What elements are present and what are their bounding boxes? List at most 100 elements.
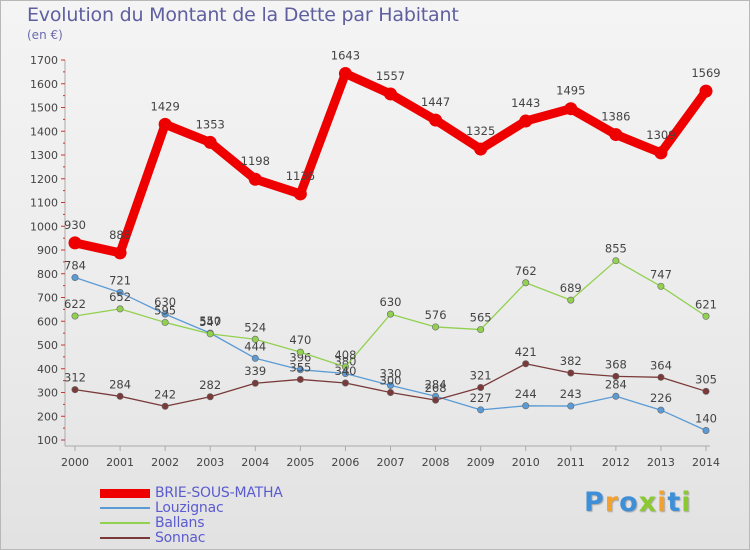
data-label-brie-sous-matha: 888 <box>109 228 131 242</box>
y-tick-label: 100 <box>37 434 58 447</box>
data-label-sonnac: 355 <box>289 360 311 374</box>
data-point-sonnac <box>702 387 710 395</box>
data-point-brie-sous-matha <box>293 187 307 201</box>
data-point-sonnac <box>657 373 665 381</box>
data-label-sonnac: 382 <box>560 354 582 368</box>
data-point-brie-sous-matha <box>564 102 578 116</box>
x-tick-label: 2008 <box>422 456 450 469</box>
data-point-brie-sous-matha <box>474 142 488 156</box>
legend-item-brie-sous-matha: BRIE-SOUS-MATHA <box>100 485 360 501</box>
data-point-louzignac <box>702 426 710 434</box>
data-point-sonnac <box>522 360 530 368</box>
data-point-ballans <box>702 312 710 320</box>
data-label-ballans: 576 <box>425 308 447 322</box>
data-point-louzignac <box>251 354 259 362</box>
data-point-louzignac <box>657 406 665 414</box>
data-point-brie-sous-matha <box>519 114 533 128</box>
x-tick-label: 2010 <box>512 456 540 469</box>
data-label-louzignac: 140 <box>695 412 717 426</box>
data-point-ballans <box>341 363 349 371</box>
data-label-sonnac: 305 <box>695 372 717 386</box>
data-label-ballans: 524 <box>244 320 266 334</box>
data-label-ballans: 622 <box>64 297 86 311</box>
data-point-brie-sous-matha <box>384 87 397 101</box>
y-tick-label: 1000 <box>30 220 58 233</box>
data-point-sonnac <box>116 392 124 400</box>
x-tick-label: 2009 <box>467 456 495 469</box>
x-tick-label: 2004 <box>241 456 269 469</box>
data-label-louzignac: 244 <box>515 387 537 401</box>
data-label-louzignac: 284 <box>425 377 447 391</box>
data-point-sonnac <box>161 402 169 410</box>
y-tick-label: 200 <box>37 410 58 423</box>
data-point-ballans <box>612 257 620 265</box>
legend: BRIE-SOUS-MATHA Louzignac Ballans Sonnac <box>100 485 360 546</box>
legend-item-sonnac: Sonnac <box>100 530 360 546</box>
y-tick-label: 1300 <box>30 149 58 162</box>
data-label-louzignac: 243 <box>560 387 582 401</box>
data-point-sonnac <box>432 396 440 404</box>
data-label-brie-sous-matha: 930 <box>64 218 86 232</box>
data-label-brie-sous-matha: 1198 <box>241 154 270 168</box>
data-point-sonnac <box>612 372 620 380</box>
data-label-brie-sous-matha: 1429 <box>151 99 180 113</box>
data-point-sonnac <box>341 379 349 387</box>
data-label-brie-sous-matha: 1495 <box>556 84 585 98</box>
data-point-ballans <box>206 330 214 338</box>
chart-subtitle: (en €) <box>27 28 63 42</box>
chart-title: Evolution du Montant de la Dette par Hab… <box>27 4 459 26</box>
legend-label: Louzignac <box>155 500 224 516</box>
y-tick-label: 500 <box>37 339 58 352</box>
data-point-ballans <box>251 335 259 343</box>
data-label-sonnac: 268 <box>425 381 447 395</box>
data-label-ballans: 652 <box>109 290 131 304</box>
legend-label: BRIE-SOUS-MATHA <box>155 485 283 501</box>
data-point-louzignac <box>161 310 169 318</box>
x-tick-label: 2000 <box>61 456 89 469</box>
y-tick-label: 1100 <box>30 197 58 210</box>
data-label-ballans: 747 <box>650 267 672 281</box>
x-tick-label: 2011 <box>557 456 585 469</box>
data-label-sonnac: 340 <box>334 364 356 378</box>
data-point-brie-sous-matha <box>158 117 172 131</box>
y-tick-label: 700 <box>37 292 58 305</box>
data-label-sonnac: 300 <box>380 374 402 388</box>
y-tick-label: 400 <box>37 363 58 376</box>
data-label-brie-sous-matha: 1447 <box>421 95 450 109</box>
x-tick-label: 2001 <box>106 456 134 469</box>
legend-swatch <box>100 522 150 524</box>
data-point-ballans <box>657 282 665 290</box>
data-label-ballans: 547 <box>199 315 221 329</box>
y-tick-label: 800 <box>37 268 58 281</box>
x-tick-label: 2012 <box>602 456 630 469</box>
data-point-brie-sous-matha <box>113 246 127 260</box>
data-label-brie-sous-matha: 1353 <box>196 117 225 131</box>
x-tick-label: 2007 <box>377 456 405 469</box>
data-label-louzignac: 721 <box>109 274 131 288</box>
legend-label: Ballans <box>155 515 205 531</box>
data-point-louzignac <box>612 392 620 400</box>
data-point-ballans <box>71 312 79 320</box>
y-tick-label: 300 <box>37 387 58 400</box>
legend-item-ballans: Ballans <box>100 515 360 531</box>
data-label-brie-sous-matha: 1569 <box>691 66 720 80</box>
legend-label: Sonnac <box>155 530 206 546</box>
y-tick-label: 1500 <box>30 102 58 115</box>
data-label-ballans: 762 <box>515 264 537 278</box>
data-label-sonnac: 284 <box>109 377 131 391</box>
data-label-louzignac: 550 <box>199 314 221 328</box>
data-point-louzignac <box>386 381 394 389</box>
data-point-brie-sous-matha <box>429 113 443 127</box>
x-tick-label: 2014 <box>692 456 720 469</box>
data-label-sonnac: 339 <box>244 364 266 378</box>
data-point-sonnac <box>296 375 304 383</box>
data-point-sonnac <box>567 369 575 377</box>
y-tick-label: 600 <box>37 315 58 328</box>
data-label-brie-sous-matha: 1643 <box>331 49 360 63</box>
x-tick-label: 2002 <box>151 456 179 469</box>
data-point-brie-sous-matha <box>609 128 623 142</box>
data-label-ballans: 689 <box>560 281 582 295</box>
x-tick-label: 2013 <box>647 456 675 469</box>
data-point-louzignac <box>71 274 79 282</box>
data-point-ballans <box>386 310 394 318</box>
